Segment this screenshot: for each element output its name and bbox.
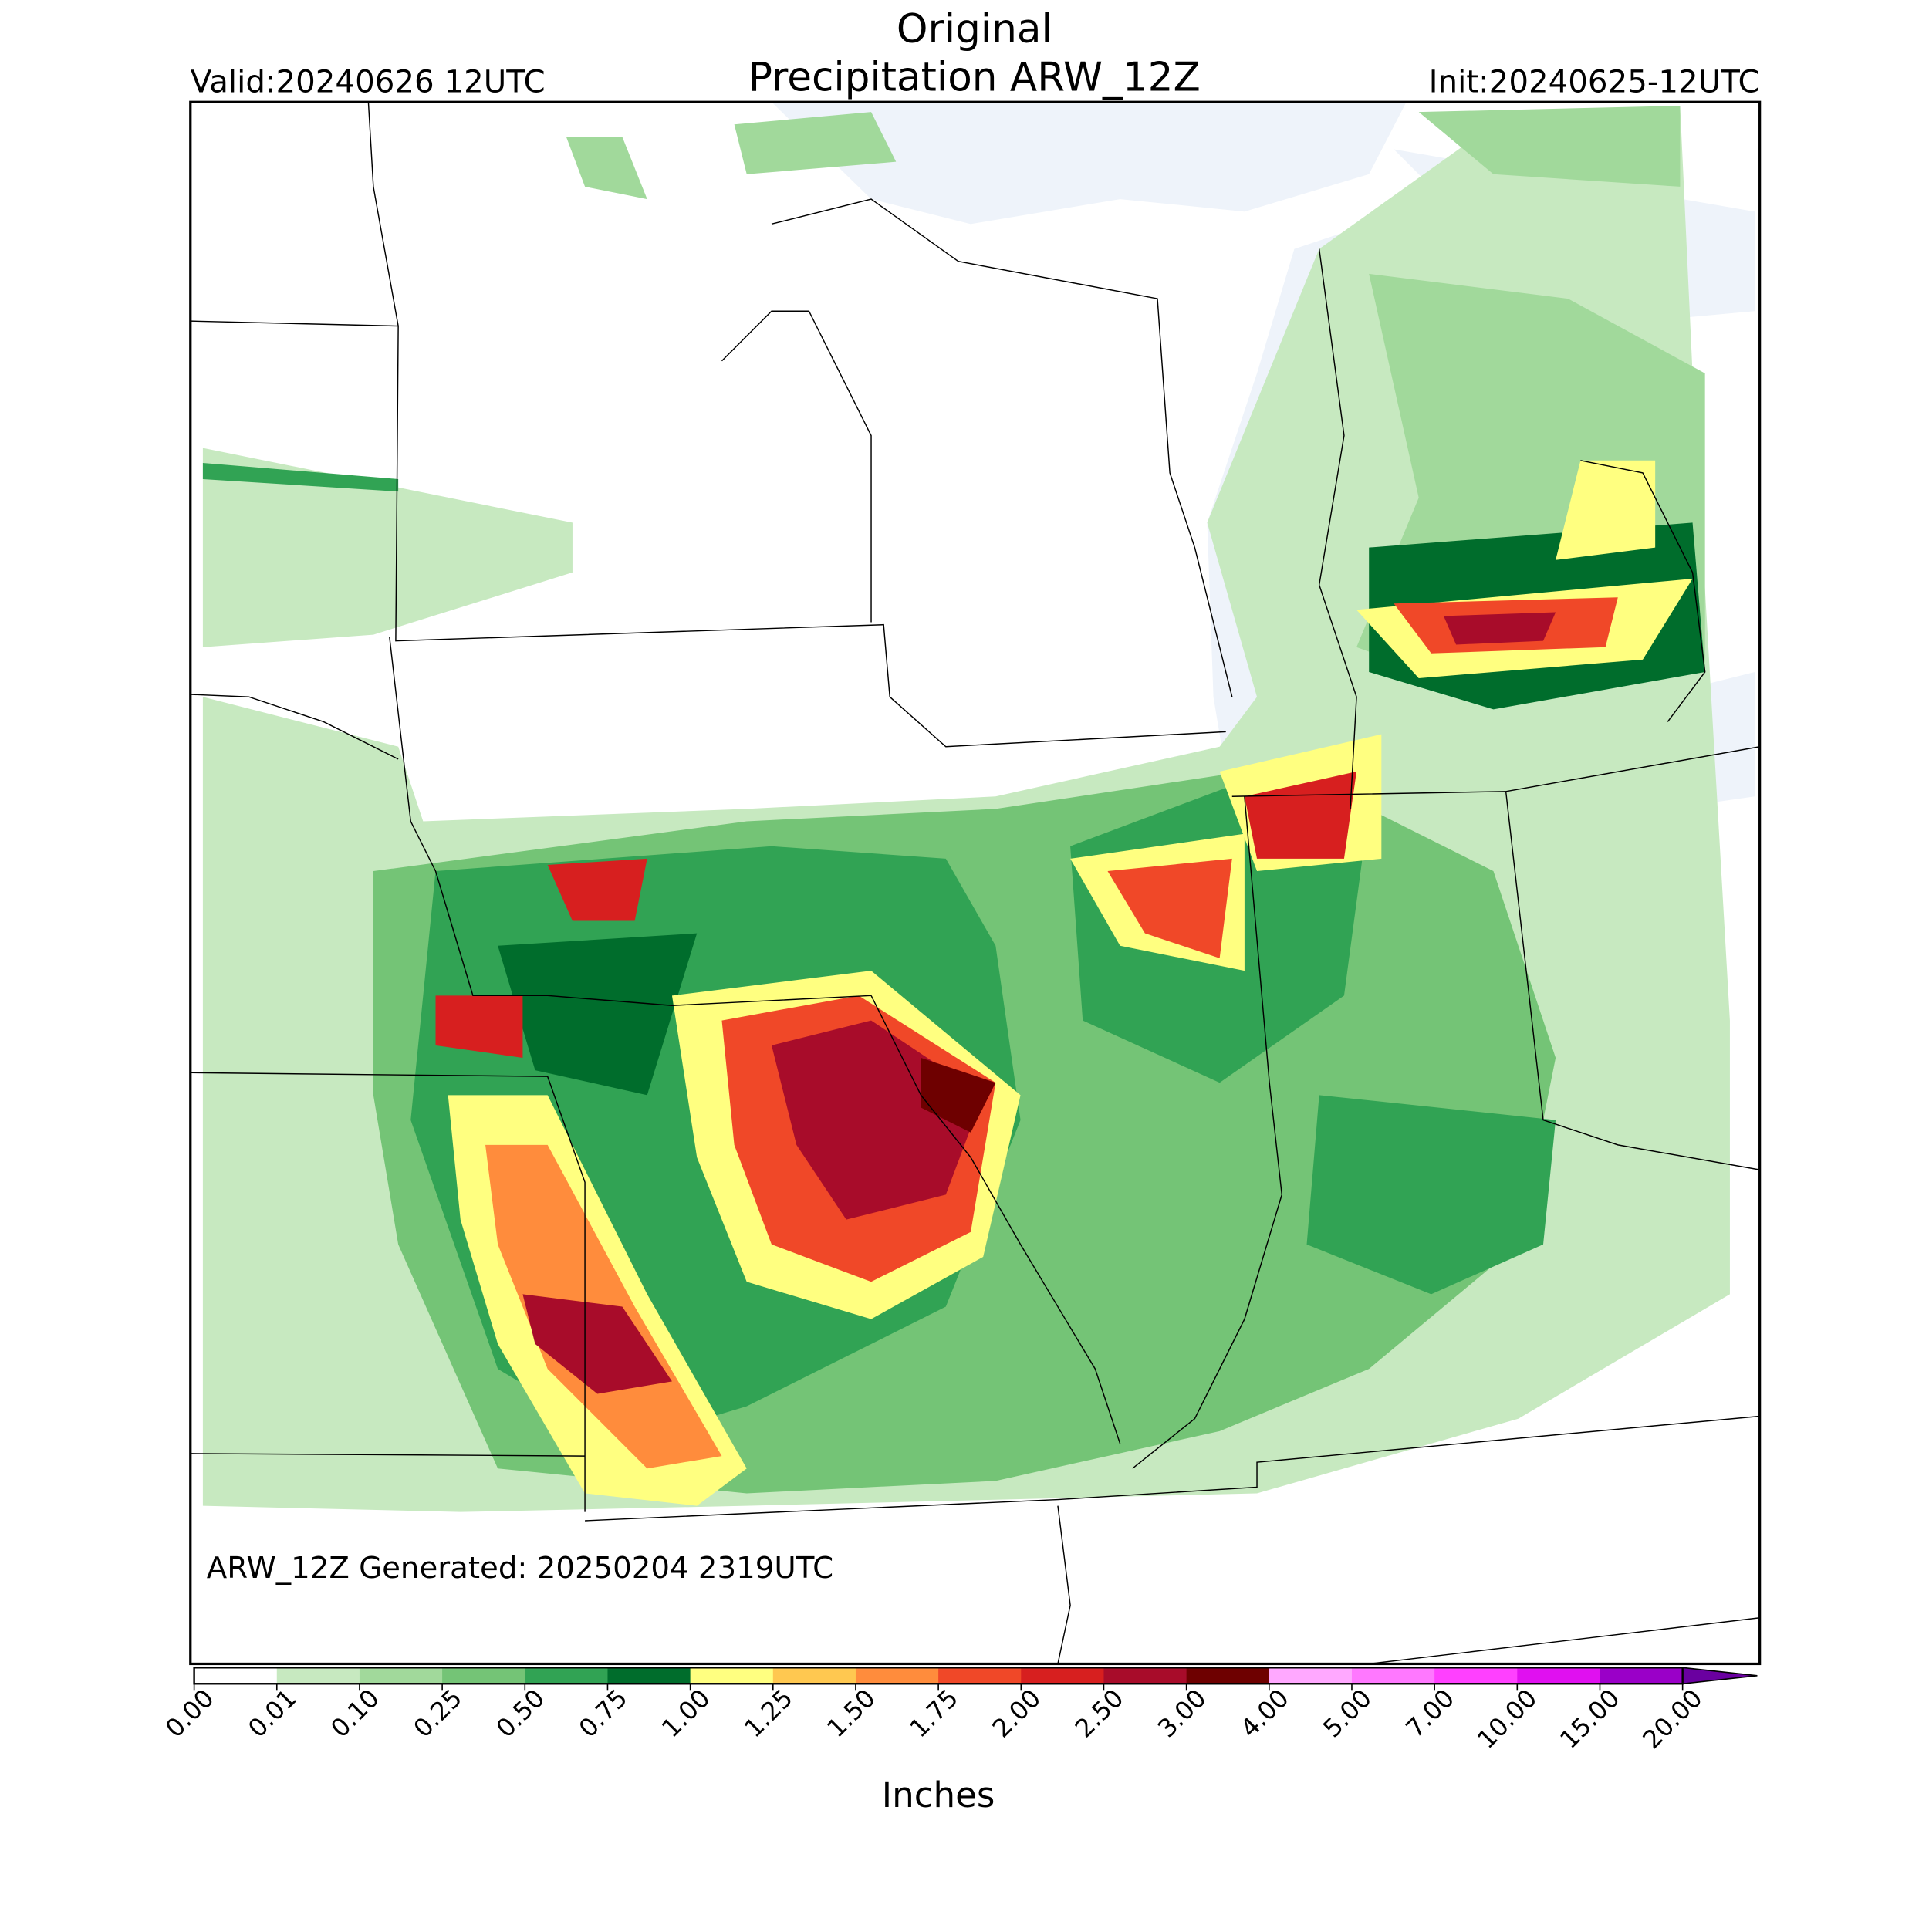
colorbar-label: Inches <box>882 1775 995 1815</box>
colorbar-segment <box>1021 1667 1104 1684</box>
colorbar-tick-label: 1.75 <box>904 1684 964 1744</box>
colorbar-tick-label: 0.75 <box>573 1684 633 1744</box>
colorbar: 0.00 0.01 0.10 0.25 0.50 0.75 1.00 1.25 1.50 1.75… <box>160 1667 1758 1755</box>
title-line2: Precipitation ARW_12Z <box>748 55 1201 101</box>
colorbar-tick-label: 3.00 <box>1152 1684 1212 1744</box>
colorbar-segment <box>938 1667 1022 1684</box>
colorbar-segment <box>1517 1667 1600 1684</box>
colorbar-tick-label: 20.00 <box>1637 1684 1708 1755</box>
colorbar-segment <box>1351 1667 1435 1684</box>
colorbar-tick-label: 0.01 <box>242 1684 302 1744</box>
colorbar-segment <box>855 1667 939 1684</box>
colorbar-segment <box>772 1667 856 1684</box>
colorbar-segment <box>525 1667 608 1684</box>
colorbar-segment <box>690 1667 774 1684</box>
colorbar-tick-label: 0.10 <box>325 1684 385 1744</box>
colorbar-segment <box>1103 1667 1187 1684</box>
colorbar-tick-label: 15.00 <box>1554 1684 1625 1755</box>
colorbar-segment <box>276 1667 360 1684</box>
colorbar-segment <box>1434 1667 1518 1684</box>
colorbar-extension <box>1681 1667 1758 1685</box>
colorbar-tick-label: 1.25 <box>738 1684 799 1744</box>
valid-time: Valid:20240626 12UTC <box>191 63 546 100</box>
colorbar-tick-label: 2.00 <box>987 1684 1047 1744</box>
colorbar-tick-label: 4.00 <box>1235 1684 1295 1744</box>
colorbar-tick-label: 10.00 <box>1471 1684 1542 1755</box>
colorbar-tick-label: 7.00 <box>1400 1684 1461 1744</box>
colorbar-tick-label: 1.50 <box>821 1684 881 1744</box>
colorbar-tick-label: 0.25 <box>407 1684 468 1744</box>
colorbar-segment <box>1600 1667 1684 1684</box>
map-frame <box>189 100 1762 1666</box>
init-time: Init:20240625-12UTC <box>1429 63 1760 100</box>
colorbar-segment <box>1186 1667 1270 1684</box>
colorbar-segment <box>442 1667 525 1684</box>
map: ARW_12Z Generated: 20250204 2319UTC <box>189 100 1762 1666</box>
colorbar-tick-label: 1.00 <box>656 1684 716 1744</box>
colorbar-segment <box>607 1667 691 1684</box>
colorbar-segment <box>359 1667 443 1684</box>
colorbar-segment <box>194 1667 278 1684</box>
generated-note: ARW_12Z Generated: 20250204 2319UTC <box>207 1551 833 1586</box>
colorbar-tick-label: 0.50 <box>491 1684 551 1744</box>
colorbar-segment <box>1269 1667 1353 1684</box>
colorbar-tick-label: 0.00 <box>160 1684 220 1744</box>
title-line1: Original <box>897 6 1052 52</box>
colorbar-tick-label: 5.00 <box>1317 1684 1377 1744</box>
colorbar-tick-label: 2.50 <box>1069 1684 1130 1744</box>
